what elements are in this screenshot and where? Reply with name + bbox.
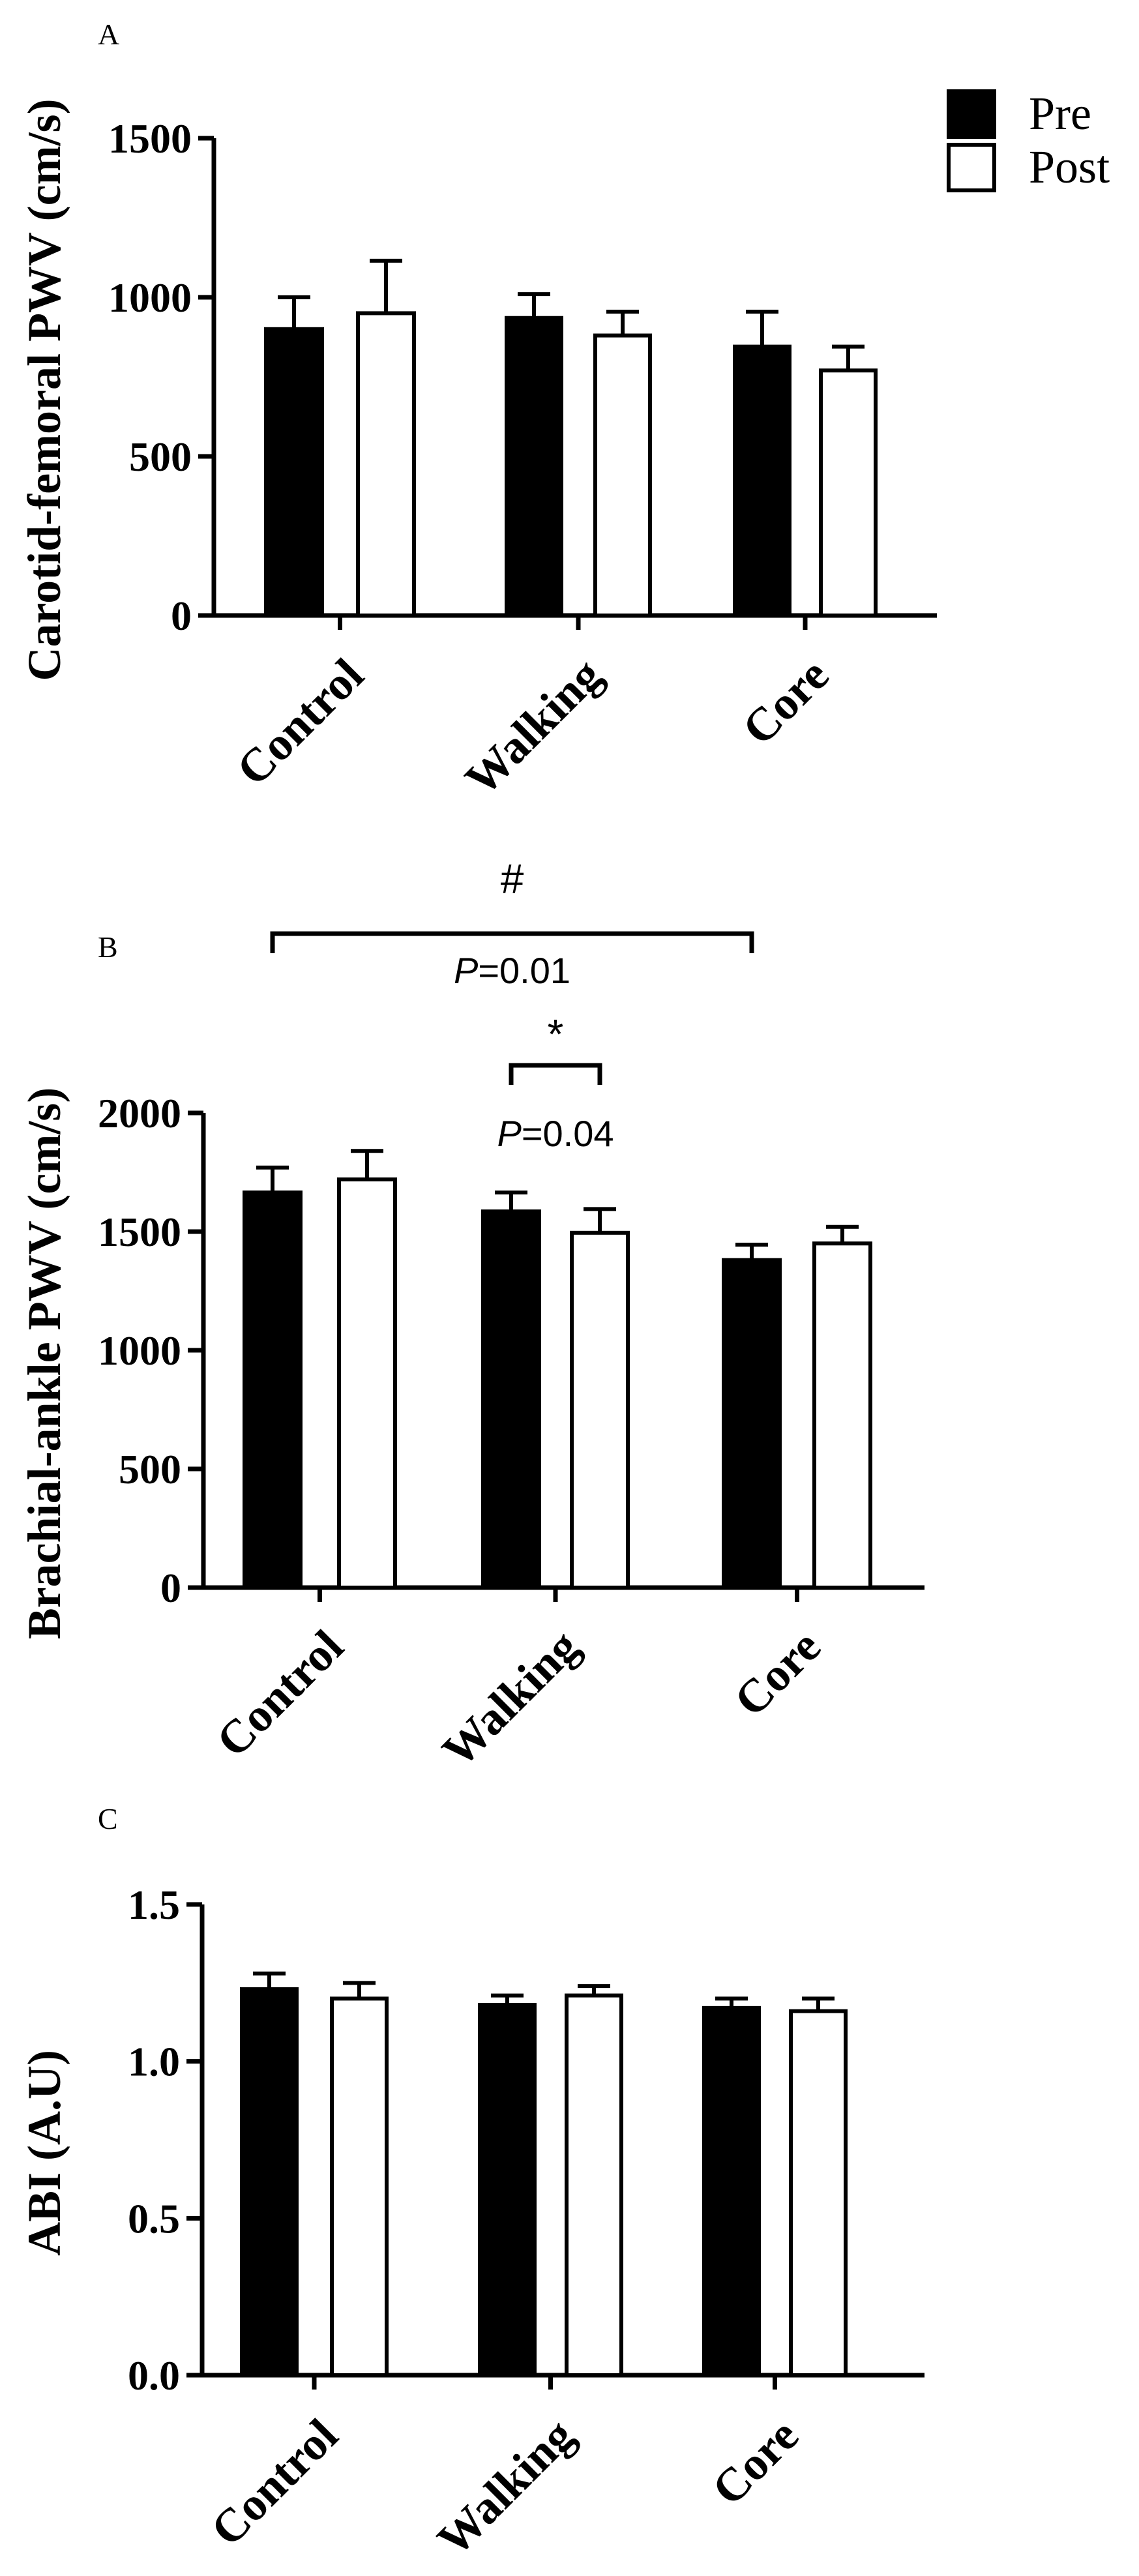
bar-control-post <box>330 1996 389 2377</box>
y-tick-label: 1000 <box>108 274 192 321</box>
y-tick-label: 1500 <box>108 115 192 162</box>
y-axis-title: ABI (A.U) <box>18 2050 70 2256</box>
bar-control-pre <box>243 1190 303 1590</box>
panel-letter: C <box>98 1802 118 1835</box>
y-tick-label: 0 <box>160 1565 181 1611</box>
x-tick-label-control: Control <box>226 649 373 795</box>
y-tick-label: 500 <box>119 1446 181 1492</box>
significance-symbol: # <box>501 855 524 902</box>
bar-walking-post <box>593 333 652 617</box>
panel-b: B Brachial-ankle PWV (cm/s) 0 500 1000 1500 20… <box>18 855 925 1777</box>
y-tick-label: 1.5 <box>128 1882 180 1928</box>
y-tick-label: 1.0 <box>128 2039 180 2085</box>
x-tick-label-walking: Walking <box>427 2409 584 2566</box>
bar-core-post <box>819 368 878 617</box>
p-value-label: P=0.01 <box>454 950 570 991</box>
bar-control-post <box>356 311 416 617</box>
y-tick-label: 0.5 <box>128 2195 180 2242</box>
bar-walking-post <box>565 1993 623 2377</box>
x-tick-label-control: Control <box>201 2409 348 2556</box>
legend-swatch-post <box>947 143 996 192</box>
bar-control-pre <box>240 1987 299 2377</box>
bar-control-pre <box>264 327 324 617</box>
legend-label-pre: Pre <box>1029 87 1091 140</box>
x-tick-label-core: Core <box>702 2409 808 2515</box>
x-tick-label-core: Core <box>724 1620 831 1726</box>
x-tick-label-control: Control <box>206 1620 353 1767</box>
bar-walking-pre <box>481 1209 541 1590</box>
p-value-label: P=0.04 <box>497 1113 614 1154</box>
p-value-number: =0.01 <box>478 950 570 991</box>
panel-c: C ABI (A.U) 0.0 0.5 1.0 1.5 Control Walking Core <box>18 1802 925 2566</box>
bar-walking-pre <box>478 2003 537 2377</box>
x-tick-label-core: Core <box>732 649 838 755</box>
significance-symbol: * <box>548 1011 564 1058</box>
p-value-italic: P <box>497 1113 521 1154</box>
panel-a: A Carotid-femoral PWV (cm/s) 0 500 1000 1500 C… <box>18 18 937 805</box>
x-tick-label-walking: Walking <box>455 649 612 806</box>
bar-core-pre <box>733 344 791 617</box>
bar-control-post <box>337 1177 397 1590</box>
panel-letter: A <box>98 18 119 51</box>
bar-core-pre <box>702 2006 761 2378</box>
x-tick-label-walking: Walking <box>432 1620 589 1777</box>
bar-core-post <box>789 2009 848 2377</box>
y-tick-label: 500 <box>129 434 192 480</box>
y-axis-title: Carotid-femoral PWV (cm/s) <box>18 98 70 681</box>
p-value-number: =0.04 <box>522 1113 614 1154</box>
y-tick-label: 2000 <box>98 1090 181 1136</box>
p-value-italic: P <box>454 950 478 991</box>
bar-core-pre <box>722 1258 782 1590</box>
legend-label-post: Post <box>1029 141 1110 193</box>
significance-bracket <box>509 1063 602 1085</box>
bar-walking-post <box>570 1230 630 1590</box>
bar-walking-pre <box>505 316 563 617</box>
y-axis-title: Brachial-ankle PWV (cm/s) <box>18 1088 70 1640</box>
y-tick-label: 1500 <box>98 1209 181 1255</box>
significance-bracket <box>270 931 754 953</box>
y-tick-label: 1000 <box>98 1327 181 1374</box>
bar-core-post <box>812 1241 872 1590</box>
legend-swatch-pre <box>947 89 996 139</box>
chart-panels: A Carotid-femoral PWV (cm/s) 0 500 1000 1500 C… <box>18 18 937 2566</box>
y-tick-label: 0 <box>171 593 192 639</box>
y-tick-label: 0.0 <box>128 2352 180 2399</box>
panel-letter: B <box>98 930 118 964</box>
